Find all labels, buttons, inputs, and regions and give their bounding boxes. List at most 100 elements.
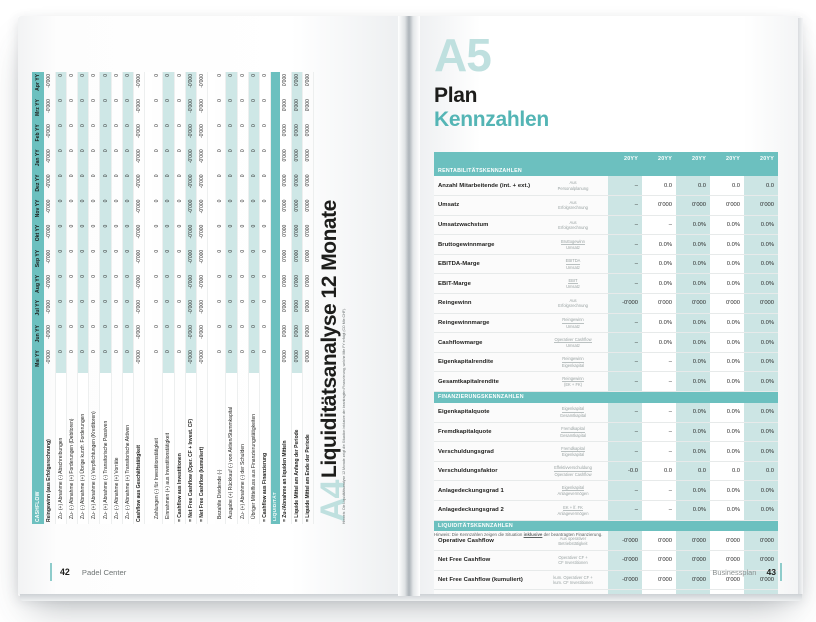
table-row: Reingewinn Aus Erfolgsrechnung -0'000 0'000 0… <box>434 293 778 314</box>
liquidity-cell: 0 <box>77 172 89 198</box>
kpi-row-label: Operative Cashflow <box>434 531 538 552</box>
liquidity-cell: 0 <box>225 298 237 324</box>
kpi-cell: – <box>744 589 778 596</box>
liquidity-row-label: Zu- (-) Abnahme (+) Forderungen (Debitor… <box>66 373 78 524</box>
liquidity-cell: 0 <box>162 348 175 374</box>
liquidity-cell: 0'000 <box>291 323 303 349</box>
right-page-title-kennzahlen: Kennzahlen <box>434 108 549 131</box>
kpi-cell: – <box>608 332 642 353</box>
table-row: Umsatzwachstum Aus Erfolgsrechnung – –0.0% 0.… <box>434 215 778 236</box>
liquidity-cell: 0 <box>55 97 67 123</box>
liquidity-cell: 0 <box>99 348 112 374</box>
kpi-row-formula: kum. Operativer CF + kum. CF Investitione… <box>538 570 608 591</box>
liquidity-row-label: Zu- (+) Abnahme (-) Abschreibungen <box>55 373 67 524</box>
kpi-row-label: Anlagedeckungsgrad 2 <box>434 500 538 521</box>
kpi-section-title-1: FINANZIERUNGSKENNZAHLEN <box>434 391 778 403</box>
table-row: Fremdkapitalquote Fremdkapital Gesamtkapit… <box>434 422 778 443</box>
kpi-header-spacer <box>434 152 538 165</box>
liquidity-row-label: Übriger Mittelfluss aus Finanzierungstät… <box>248 373 260 524</box>
liquidity-cell: 0 <box>248 298 260 324</box>
kpi-cell: – <box>608 500 642 521</box>
liquidity-cell: 0 <box>77 122 89 148</box>
kpi-cell: – <box>710 589 744 596</box>
kpi-cell: 0.0% <box>710 313 744 334</box>
kpi-row-label: Eigenkapitalrendite <box>434 352 538 373</box>
table-row: = Liquide Mittel am Anfang der Periode 0'… <box>291 72 303 524</box>
liquidity-cell: 0 <box>174 97 186 123</box>
liquidity-cell: 0 <box>88 348 100 374</box>
kpi-row-formula: Aus Personalplanung <box>538 176 608 197</box>
table-row: Zu- (-) Abnahme (+) Forderungen (Debitor… <box>66 72 78 524</box>
liquidity-cell: 0 <box>151 348 163 374</box>
kpi-cell: – <box>608 195 642 216</box>
liquidity-cell: 0 <box>99 72 112 98</box>
kpi-cell: – <box>608 371 642 393</box>
liquidity-cell: 0 <box>214 323 226 349</box>
liquidity-cell: 0 <box>214 197 226 223</box>
kpi-row-formula: Reingewinn (EK + FK) <box>538 371 608 393</box>
kpi-cell: 0.0% <box>744 313 778 334</box>
kpi-cell: 0.0% <box>744 500 778 521</box>
liquidity-cell: 0 <box>151 97 163 123</box>
kpi-row-label: Gesamtkapitalrendite <box>434 371 538 393</box>
kpi-cell: 0.0% <box>710 352 744 373</box>
liquidity-cell: -0'000 <box>44 72 56 98</box>
liquidity-cell: -0'000 <box>44 197 56 223</box>
table-row: Liquiditätsgrad 1Liquide Mittelkf. Verbi… <box>434 589 778 596</box>
kpi-row-formula: Reingewinn Eigenkapital <box>538 352 608 373</box>
kpi-row-formula: Operativer Cashflow Umsatz <box>538 332 608 353</box>
liquidity-section-band: LIQUIDITÄT <box>270 72 281 524</box>
liquidity-cell: 0 <box>225 222 237 248</box>
kpi-cell: 0.0 <box>710 176 744 197</box>
liquidity-cell: 0 <box>122 222 134 248</box>
liquidity-cell: 0 <box>55 272 67 299</box>
kpi-cell: 0'000 <box>710 570 744 591</box>
liquidity-cell: 0 <box>88 247 100 273</box>
kpi-cell: 0.0% <box>642 234 676 255</box>
liquidity-cell: 0 <box>214 298 226 324</box>
right-page-content: A5 Plan Kennzahlen 20YY 20YY 20YY 20YY 20YY R… <box>410 16 802 596</box>
liquidity-month-header-4: Sep YY <box>32 247 44 273</box>
liquidity-cell: 0 <box>225 272 237 299</box>
liquidity-cell: -0'000 <box>133 122 145 148</box>
liquidity-cell: 0 <box>259 348 271 374</box>
kpi-cell: 0'000 <box>710 550 744 571</box>
left-table-hint: Hinweis: Die Liquiditätsanalyse 12 Monat… <box>342 308 346 524</box>
liquidity-cell: 0'000 <box>291 247 303 273</box>
kpi-cell: – <box>642 422 676 443</box>
kpi-cell: 0.0% <box>710 254 744 275</box>
kpi-cell: 0'000 <box>710 195 744 216</box>
kpi-cell: – <box>608 480 642 501</box>
right-page-title-plan: Plan <box>434 84 478 107</box>
liquidity-cell: 0'000 <box>280 323 292 349</box>
left-footer-rule <box>50 563 52 581</box>
liquidity-cell: 0 <box>162 147 175 173</box>
kpi-cell: – <box>608 234 642 255</box>
liquidity-cell: 0 <box>88 197 100 223</box>
section-code-a5: A5 <box>434 29 492 81</box>
liquidity-cell: 0 <box>111 298 123 324</box>
table-row: Reingewinn (aus Erfolgsrechnung) -0'000 -0… <box>44 72 56 524</box>
liquidity-cell: 0 <box>162 72 175 98</box>
liquidity-month-header-8: Jan YY <box>32 147 44 173</box>
liquidity-cell: 0 <box>174 272 186 299</box>
liquidity-cell: -0'000 <box>185 348 197 374</box>
liquidity-cell: -0'000 <box>44 272 56 299</box>
liquidity-cell: 0 <box>151 147 163 173</box>
kpi-section-title-0: RENTABILITÄTSKENNZAHLEN <box>434 165 778 176</box>
kpi-cell: – <box>608 313 642 334</box>
liquidity-cell: 0 <box>122 247 134 273</box>
kpi-row-formula: Aus Erfolgsrechnung <box>538 215 608 236</box>
liquidity-cell: 0 <box>77 72 89 98</box>
right-footer-rule <box>780 563 782 581</box>
liquidity-cell: 0 <box>174 323 186 349</box>
liquidity-cell: -0'000 <box>44 348 56 374</box>
liquidity-cell: 0 <box>237 197 249 223</box>
liquidity-cell: 0'000 <box>302 222 314 248</box>
liquidity-cell: 0'000 <box>302 97 314 123</box>
liquidity-cell: 0 <box>162 272 175 299</box>
liquidity-cell: -0'000 <box>185 298 197 324</box>
kpi-row-formula: EK + lf. FK Anlagevermögen <box>538 500 608 521</box>
liquidity-cell: 0 <box>248 222 260 248</box>
